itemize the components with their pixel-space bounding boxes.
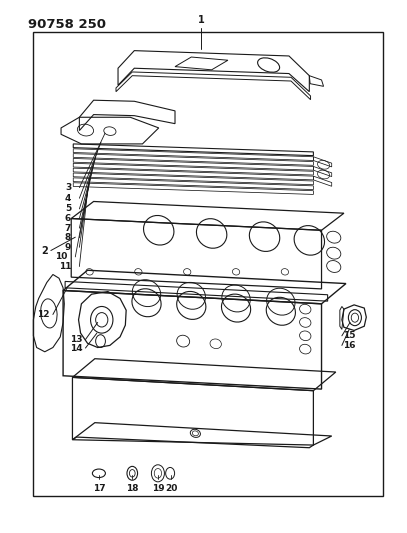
Text: 90758 250: 90758 250 xyxy=(28,18,107,31)
Text: 1: 1 xyxy=(198,15,205,25)
Text: 15: 15 xyxy=(344,332,356,340)
Text: 16: 16 xyxy=(344,341,356,350)
Text: 3: 3 xyxy=(65,183,71,192)
Text: 12: 12 xyxy=(37,310,50,319)
Text: 6: 6 xyxy=(65,214,71,223)
Text: 10: 10 xyxy=(55,253,67,261)
Text: 17: 17 xyxy=(92,484,105,493)
Text: 9: 9 xyxy=(65,243,71,252)
Text: 7: 7 xyxy=(65,224,71,232)
Text: 4: 4 xyxy=(65,194,71,203)
Bar xyxy=(33,32,383,496)
Text: 8: 8 xyxy=(65,233,71,242)
Text: 13: 13 xyxy=(70,335,82,344)
Text: 18: 18 xyxy=(126,484,138,493)
Text: 14: 14 xyxy=(70,344,82,352)
Text: 20: 20 xyxy=(165,484,177,493)
Text: 2: 2 xyxy=(41,246,48,255)
Text: 5: 5 xyxy=(65,205,71,213)
Text: 19: 19 xyxy=(151,484,164,493)
Text: 11: 11 xyxy=(59,262,71,271)
